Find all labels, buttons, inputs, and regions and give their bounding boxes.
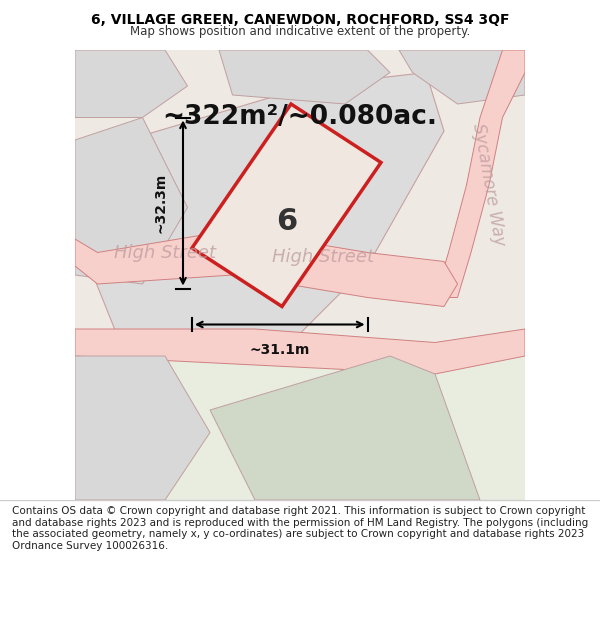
- Polygon shape: [75, 118, 187, 284]
- Polygon shape: [192, 104, 381, 306]
- Polygon shape: [435, 50, 525, 298]
- Text: High Street: High Street: [114, 244, 216, 261]
- Polygon shape: [75, 329, 525, 374]
- Polygon shape: [75, 50, 525, 500]
- Text: ~322m²/~0.080ac.: ~322m²/~0.080ac.: [163, 104, 437, 131]
- Text: Map shows position and indicative extent of the property.: Map shows position and indicative extent…: [130, 24, 470, 38]
- Text: Contains OS data © Crown copyright and database right 2021. This information is : Contains OS data © Crown copyright and d…: [12, 506, 588, 551]
- Polygon shape: [84, 72, 444, 343]
- Text: 6, VILLAGE GREEN, CANEWDON, ROCHFORD, SS4 3QF: 6, VILLAGE GREEN, CANEWDON, ROCHFORD, SS…: [91, 12, 509, 26]
- Text: 6: 6: [276, 206, 297, 236]
- Text: ~31.1m: ~31.1m: [250, 342, 310, 356]
- Polygon shape: [75, 342, 525, 500]
- Polygon shape: [75, 50, 187, 118]
- Polygon shape: [219, 50, 390, 104]
- Text: Sycamore Way: Sycamore Way: [469, 122, 509, 248]
- Text: ~32.3m: ~32.3m: [153, 173, 167, 233]
- Polygon shape: [75, 230, 458, 306]
- Polygon shape: [75, 356, 210, 500]
- Polygon shape: [210, 356, 480, 500]
- Polygon shape: [399, 50, 525, 104]
- Text: High Street: High Street: [271, 248, 373, 266]
